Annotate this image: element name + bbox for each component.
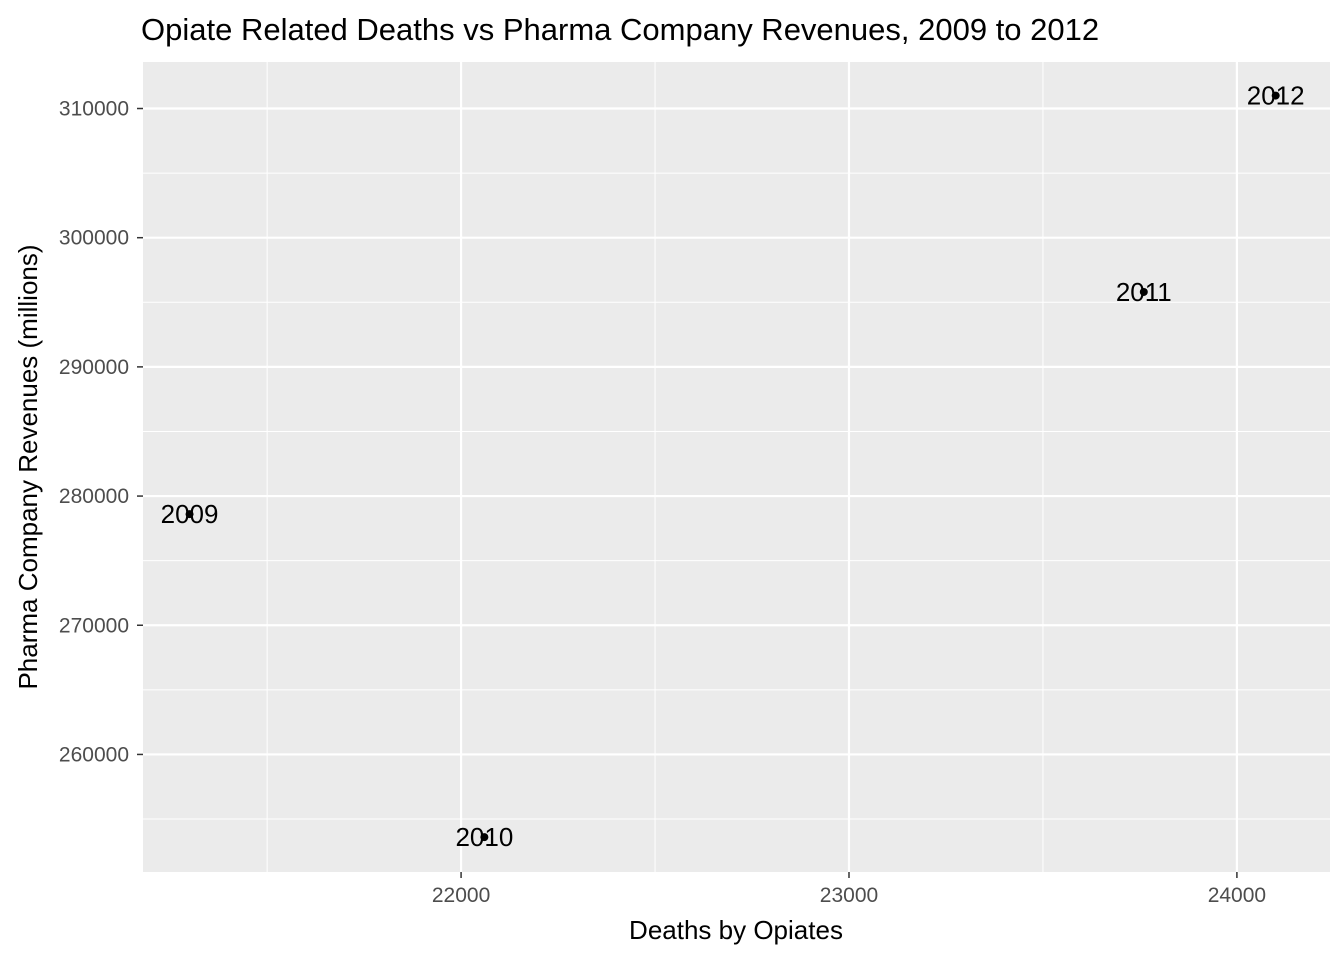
x-axis-title: Deaths by Opiates [629,915,843,945]
y-tick-label: 280000 [59,485,129,508]
major-gridlines [143,62,1330,872]
y-axis-title: Pharma Company Revenues (millions) [13,244,43,689]
y-tick-label: 270000 [59,614,129,637]
x-tick-label: 22000 [432,884,490,907]
y-axis-ticks: 260000 270000 280000 290000 300000 310000 [59,98,143,766]
y-tick-label: 310000 [59,98,129,121]
point-label: 2012 [1247,81,1305,111]
y-tick-label: 300000 [59,227,129,250]
y-tick-label: 260000 [59,743,129,766]
point-labels: 2009 2010 2011 2012 [161,81,1305,853]
point-label: 2011 [1116,277,1172,307]
plot-panel [143,62,1330,872]
minor-gridlines [143,62,1330,872]
x-tick-label: 23000 [820,884,878,907]
data-point [1139,287,1148,296]
data-point [480,833,489,842]
chart-title: Opiate Related Deaths vs Pharma Company … [141,12,1099,47]
x-tick-label: 24000 [1208,884,1266,907]
point-label: 2009 [161,499,219,529]
x-axis-ticks: 22000 23000 24000 [432,872,1266,907]
data-point [185,510,194,519]
point-label: 2010 [455,822,513,852]
y-tick-label: 290000 [59,356,129,379]
data-point [1271,91,1280,100]
data-points [185,91,1280,842]
